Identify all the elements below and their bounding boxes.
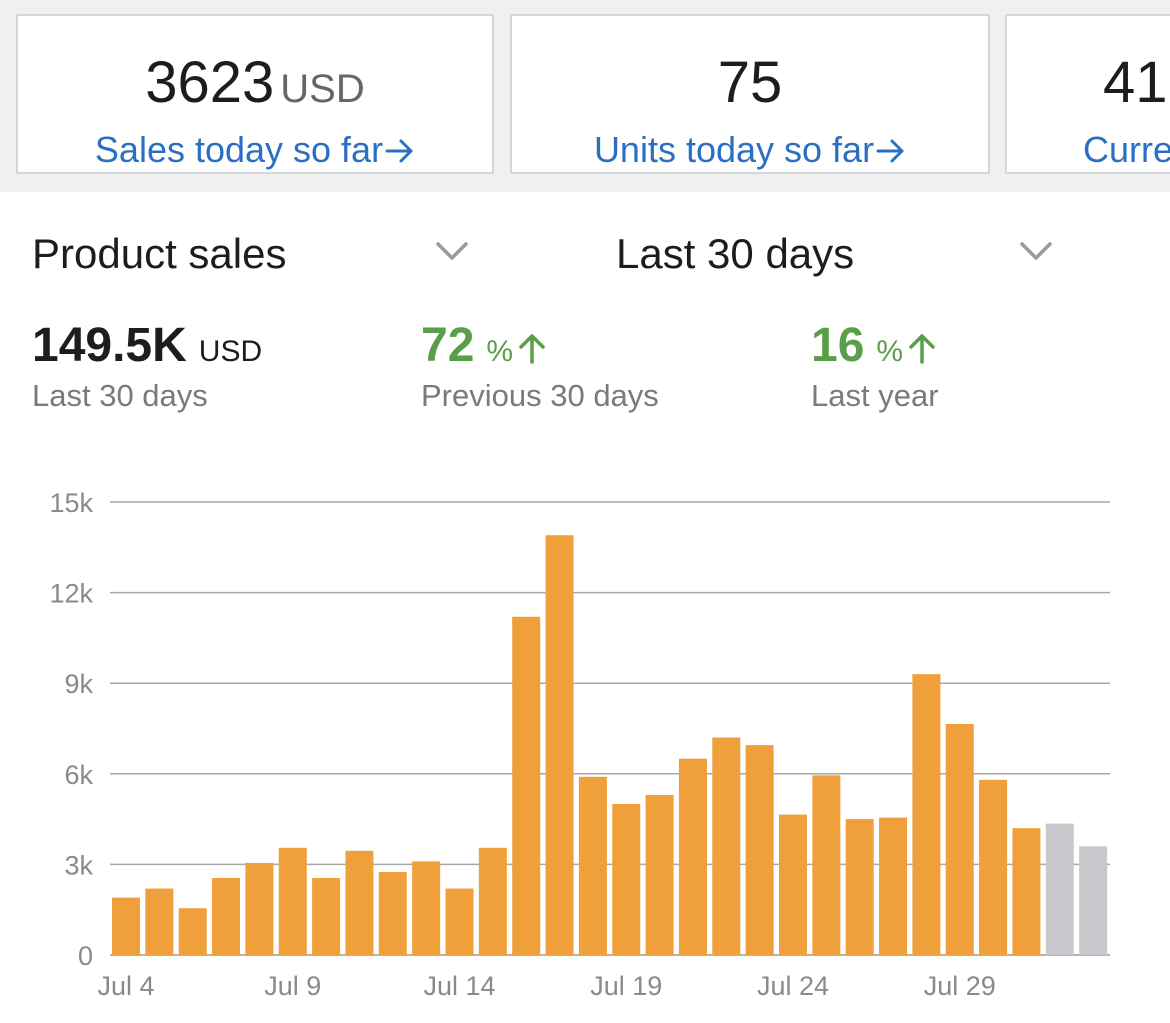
total-sales-label: Last 30 days: [32, 378, 208, 413]
bar: [945, 723, 974, 955]
metric-selector[interactable]: Product sales: [32, 230, 287, 277]
y-tick-label: 0: [78, 941, 93, 971]
kpi-card-sales-today[interactable]: 3623 USD Sales today so far: [16, 14, 494, 174]
bar: [645, 794, 674, 955]
bar: [245, 862, 274, 955]
prev-period-label: Previous 30 days: [421, 378, 659, 413]
arrow-up-icon: [909, 334, 935, 365]
bar: [312, 877, 341, 955]
x-tick-label: Jul 9: [264, 971, 321, 1001]
x-tick-label: Jul 24: [757, 971, 829, 1001]
bar: [512, 616, 541, 955]
bar: [112, 897, 140, 955]
bar: [345, 850, 374, 955]
bar: [178, 908, 207, 955]
units-today-value: 75: [717, 50, 783, 115]
x-tick-label: Jul 4: [97, 971, 154, 1001]
kpi-card-current[interactable]: 41 Curre: [1005, 14, 1170, 174]
bar: [378, 871, 407, 955]
sales-today-unit: USD: [280, 67, 365, 111]
x-tick-label: Jul 29: [924, 971, 996, 1001]
prev-period-change: 72%: [421, 318, 547, 380]
bar: [1045, 823, 1074, 955]
bar: [145, 888, 174, 955]
bar: [879, 817, 908, 955]
range-selector[interactable]: Last 30 days: [616, 230, 855, 277]
last-year-label: Last year: [811, 378, 939, 413]
arrow-right-icon: [876, 139, 904, 163]
x-tick-label: Jul 19: [590, 971, 662, 1001]
sales-today-value: 3623 USD: [145, 50, 365, 115]
y-tick-label: 12k: [49, 579, 93, 609]
bar: [745, 745, 774, 955]
bar: [612, 804, 641, 955]
chevron-down-icon[interactable]: [1016, 232, 1056, 272]
y-tick-label: 15k: [49, 488, 93, 518]
bar: [979, 779, 1008, 955]
y-tick-label: 3k: [64, 850, 93, 880]
bar: [412, 861, 441, 955]
bar: [578, 776, 607, 955]
bar: [445, 888, 474, 955]
units-today-link[interactable]: Units today so far: [512, 130, 988, 170]
bar: [278, 847, 307, 955]
y-tick-label: 6k: [64, 760, 93, 790]
bar: [812, 775, 841, 955]
kpi-card-units-today[interactable]: 75 Units today so far: [510, 14, 990, 174]
total-sales-unit: USD: [198, 335, 263, 368]
bar: [678, 758, 707, 955]
x-tick-label: Jul 14: [423, 971, 495, 1001]
sales-today-link[interactable]: Sales today so far: [18, 130, 492, 170]
arrow-right-icon: [385, 139, 413, 163]
last-year-change: 16%: [811, 318, 937, 380]
bar: [212, 877, 241, 955]
y-tick-label: 9k: [64, 669, 93, 699]
bar: [545, 535, 574, 955]
bar: [478, 847, 507, 955]
bar: [779, 814, 807, 955]
total-sales-metric: 149.5K USD: [32, 319, 263, 372]
arrow-up-icon: [519, 334, 545, 365]
bar: [712, 737, 741, 955]
chevron-down-icon[interactable]: [432, 232, 472, 272]
sales-bar-chart: 0 3k 6k 9k 12k 15k Jul 4 Jul 9 Jul 14 Jul 19 Jul 2…: [49, 488, 1110, 1001]
bar: [1079, 846, 1108, 955]
bar: [845, 819, 874, 955]
bar: [1012, 828, 1041, 955]
current-value: 41: [1103, 50, 1168, 115]
bar: [912, 674, 941, 955]
current-link[interactable]: Curre: [1083, 129, 1170, 170]
